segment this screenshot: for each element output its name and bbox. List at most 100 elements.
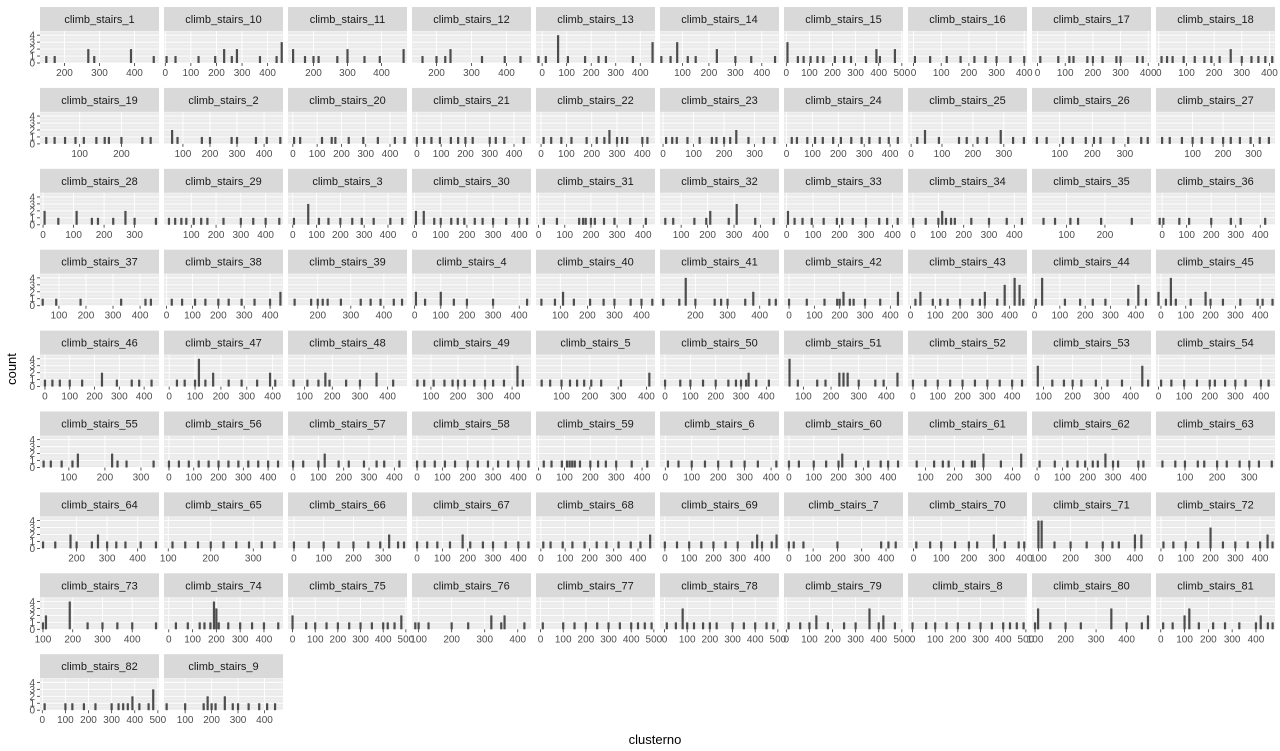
facet-strip-label: climb_stairs_20 — [309, 95, 385, 107]
bar — [1033, 622, 1037, 630]
x-tick-label: 300 — [726, 230, 743, 241]
bar — [171, 129, 174, 144]
bar — [540, 379, 543, 387]
bar — [984, 56, 987, 63]
x-tick-label: 100 — [71, 149, 88, 160]
bar — [595, 136, 598, 144]
x-tick-label: 0 — [166, 634, 172, 645]
bar — [717, 460, 720, 468]
bar — [393, 136, 396, 144]
panel-background — [1156, 192, 1275, 225]
x-tick-label: 300 — [361, 473, 378, 484]
bar — [815, 615, 818, 630]
bar — [810, 217, 813, 225]
x-tick-label: 0 — [1158, 634, 1164, 645]
bar — [1157, 291, 1160, 306]
x-tick-label: 300 — [229, 149, 246, 160]
bar — [879, 298, 882, 306]
panel-background — [40, 678, 159, 711]
bar — [1239, 217, 1242, 225]
bar — [274, 379, 277, 387]
bar — [393, 622, 396, 630]
bar — [1061, 136, 1065, 144]
bar — [894, 541, 897, 549]
x-tick-label: 100 — [1052, 311, 1069, 322]
bar — [49, 460, 52, 468]
bar — [264, 217, 267, 225]
bar — [568, 379, 572, 387]
x-tick-label: 300 — [847, 68, 864, 79]
bar — [750, 56, 753, 63]
x-tick-label: 300 — [1117, 149, 1134, 160]
bar — [703, 460, 707, 468]
x-tick-label: 400 — [1006, 230, 1023, 241]
bar — [953, 217, 956, 225]
bar — [1229, 49, 1232, 63]
bar — [929, 541, 932, 549]
bar — [1022, 622, 1025, 630]
bar — [193, 298, 197, 306]
bar — [503, 56, 506, 63]
bar — [1196, 460, 1199, 468]
bar — [43, 379, 47, 387]
bar — [1204, 291, 1207, 306]
bar — [589, 217, 593, 225]
bar — [174, 217, 177, 225]
bar — [663, 541, 666, 549]
y-tick-label: 2 — [29, 449, 35, 460]
bar — [1099, 217, 1103, 225]
bar — [396, 541, 400, 549]
bar — [775, 460, 778, 468]
facet-strip — [908, 330, 1027, 355]
bar — [222, 217, 225, 225]
bar — [608, 129, 611, 144]
y-tick-label: 3 — [29, 604, 35, 615]
facet-panel: climb_stairs_150 100 200 300 400 500 — [784, 7, 911, 79]
bar — [1259, 615, 1262, 630]
facet-strip-label: climb_stairs_73 — [61, 580, 137, 592]
x-tick-label: 100 — [35, 634, 52, 645]
facet-panel: climb_stairs_300 100 200 300 400 — [412, 168, 531, 241]
facet-strip — [1032, 7, 1151, 31]
facet-panel: climb_stairs_340 100 200 300 400 — [908, 168, 1027, 241]
bar — [75, 210, 78, 225]
bar — [1069, 541, 1072, 549]
bar — [400, 298, 404, 306]
bar — [389, 217, 392, 225]
y-tick-label: 2 — [29, 530, 35, 541]
bar — [1165, 56, 1169, 63]
y-tick-label: 0 — [29, 625, 35, 636]
facet-strip-label: climb_stairs_14 — [681, 14, 757, 26]
bar — [94, 703, 97, 711]
panel-background — [412, 354, 531, 387]
panel-background — [40, 597, 159, 630]
x-tick-label: 100 — [927, 634, 944, 645]
x-tick-label: 100 — [51, 311, 68, 322]
bar — [334, 136, 337, 144]
facet-panel: climb_stairs_620 100 200 300 400 — [1032, 411, 1151, 484]
bar — [133, 217, 136, 225]
bar — [544, 56, 547, 63]
facet-strip — [288, 249, 407, 274]
x-tick-label: 400 — [373, 68, 390, 79]
bar — [868, 136, 871, 144]
bar — [896, 460, 900, 468]
x-tick-label: 300 — [607, 68, 624, 79]
x-tick-label: 100 — [681, 553, 698, 564]
bar — [223, 49, 226, 63]
bar — [1178, 217, 1181, 225]
facet-strip-label: climb_stairs_16 — [929, 14, 1005, 26]
bar — [571, 541, 574, 549]
x-tick-label: 300 — [339, 68, 356, 79]
bar — [117, 703, 120, 711]
bar — [414, 210, 418, 225]
x-tick-label: 300 — [375, 553, 392, 564]
bar — [686, 622, 689, 630]
panel-background — [1032, 31, 1151, 63]
x-tick-label: 300 — [1227, 311, 1244, 322]
